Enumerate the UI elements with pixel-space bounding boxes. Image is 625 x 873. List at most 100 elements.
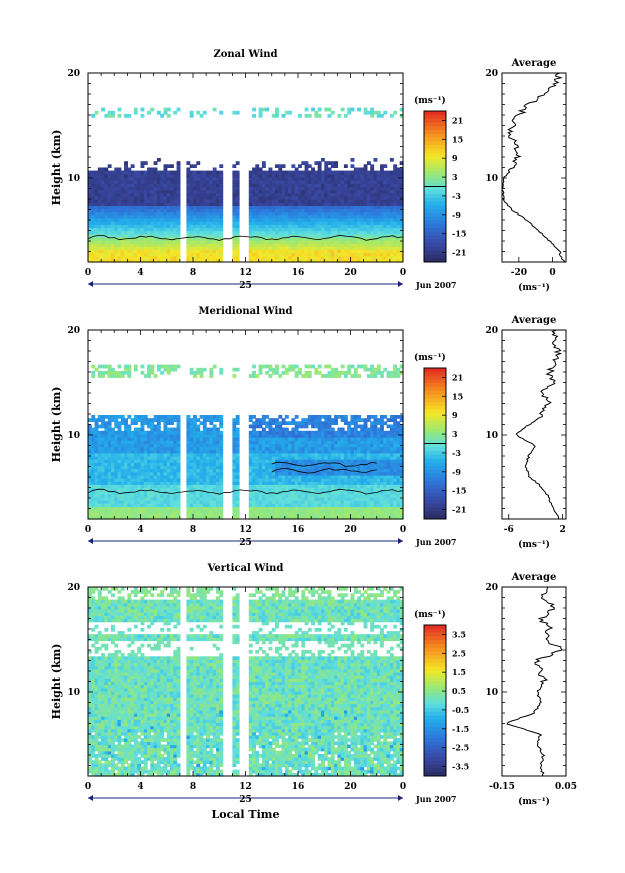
- heatmap-cell: [396, 240, 401, 244]
- heatmap-cell: [393, 249, 398, 254]
- heatmap-cell: [111, 202, 115, 206]
- heatmap-cell: [173, 506, 178, 511]
- heatmap-cell: [163, 214, 168, 219]
- heatmap-cell: [101, 173, 105, 178]
- heatmap-cell: [301, 176, 306, 181]
- heatmap-cell: [137, 249, 142, 254]
- heatmap-cell: [130, 474, 135, 479]
- heatmap-cell: [327, 227, 332, 232]
- heatmap-cell: [104, 437, 109, 441]
- heatmap-cell: [127, 221, 132, 225]
- heatmap-cell: [140, 243, 145, 247]
- heatmap-cell: [334, 236, 338, 241]
- colorbar-segment: [424, 141, 446, 146]
- heatmap-cell: [150, 183, 155, 188]
- heatmap-cell: [91, 224, 96, 228]
- heatmap-cell: [294, 224, 299, 228]
- heatmap-cell: [107, 433, 112, 438]
- heatmap-cell: [130, 449, 135, 454]
- heatmap-cell: [137, 236, 142, 241]
- heatmap-cell: [88, 449, 92, 454]
- heatmap-cell: [156, 258, 161, 263]
- heatmap-cell: [94, 202, 99, 206]
- heatmap-cell: [261, 211, 266, 216]
- heatmap-cell: [258, 240, 263, 244]
- heatmap-cell: [327, 240, 332, 244]
- heatmap-cell: [216, 227, 220, 232]
- heatmap-cell: [380, 221, 384, 225]
- heatmap-cell: [140, 233, 145, 238]
- heatmap-cell: [163, 230, 168, 235]
- heatmap-cell: [150, 230, 155, 235]
- heatmap-cell: [193, 452, 197, 457]
- heatmap-cell: [202, 189, 207, 194]
- heatmap-cell: [363, 167, 368, 172]
- heatmap-cell: [166, 211, 171, 216]
- heatmap-cell: [127, 374, 132, 378]
- heatmap-cell: [140, 161, 145, 165]
- heatmap-cell: [143, 430, 148, 435]
- heatmap-cell: [383, 202, 388, 206]
- heatmap-cell: [278, 240, 283, 244]
- heatmap-cell: [366, 170, 371, 175]
- heatmap-cell: [196, 506, 201, 511]
- heatmap-cell: [317, 211, 322, 216]
- heatmap-cell: [216, 211, 220, 216]
- heatmap-cell: [114, 443, 119, 448]
- heatmap-cell: [366, 192, 371, 197]
- heatmap-cell: [298, 240, 302, 244]
- heatmap-cell: [330, 195, 335, 200]
- heatmap-cell: [216, 189, 220, 194]
- heatmap-cell: [343, 189, 348, 194]
- heatmap-cell: [150, 224, 155, 228]
- heatmap-cell: [202, 424, 207, 429]
- heatmap-cell: [124, 515, 128, 520]
- heatmap-cell: [193, 164, 197, 168]
- heatmap-cell: [343, 183, 348, 188]
- heatmap-cell: [94, 180, 99, 184]
- heatmap-cell: [189, 418, 194, 422]
- heatmap-cell: [150, 509, 155, 514]
- heatmap-cell: [268, 202, 273, 206]
- heatmap-cell: [327, 217, 332, 222]
- heatmap-cell: [94, 512, 99, 517]
- heatmap-cell: [393, 208, 398, 213]
- heatmap-cell: [91, 496, 96, 501]
- heatmap-cell: [396, 202, 401, 206]
- heatmap-cell: [111, 415, 115, 419]
- heatmap-cell: [334, 164, 338, 168]
- heatmap-cell: [340, 243, 345, 247]
- colorbar-segment: [424, 209, 446, 214]
- heatmap-cell: [97, 180, 102, 184]
- heatmap-cell: [153, 418, 158, 422]
- heatmap-cell: [252, 195, 256, 200]
- heatmap-cell: [301, 230, 306, 235]
- heatmap-cell: [216, 246, 220, 251]
- heatmap-cell: [396, 236, 401, 241]
- heatmap-cell: [304, 173, 309, 178]
- heatmap-cell: [104, 113, 109, 118]
- heatmap-cell: [107, 186, 112, 191]
- heatmap-cell: [130, 255, 135, 260]
- heatmap-cell: [117, 205, 122, 210]
- heatmap-cell: [127, 459, 132, 463]
- heatmap-cell: [97, 227, 102, 232]
- heatmap-cell: [130, 496, 135, 501]
- heatmap-cell: [334, 202, 338, 206]
- heatmap-cell: [350, 240, 355, 244]
- heatmap-cell: [117, 430, 122, 435]
- heatmap-cell: [337, 183, 342, 188]
- heatmap-cell: [396, 176, 401, 181]
- heatmap-cell: [111, 506, 115, 511]
- heatmap-cell: [97, 456, 102, 460]
- heatmap-cell: [353, 192, 358, 197]
- heatmap-cell: [199, 484, 204, 489]
- heatmap-cell: [107, 233, 112, 238]
- heatmap-cell: [386, 252, 391, 257]
- heatmap-cell: [176, 221, 181, 225]
- heatmap-cell: [156, 230, 161, 235]
- heatmap-cell: [298, 236, 302, 241]
- heatmap-cell: [206, 180, 210, 184]
- heatmap-cell: [196, 512, 201, 517]
- heatmap-cell: [330, 205, 335, 210]
